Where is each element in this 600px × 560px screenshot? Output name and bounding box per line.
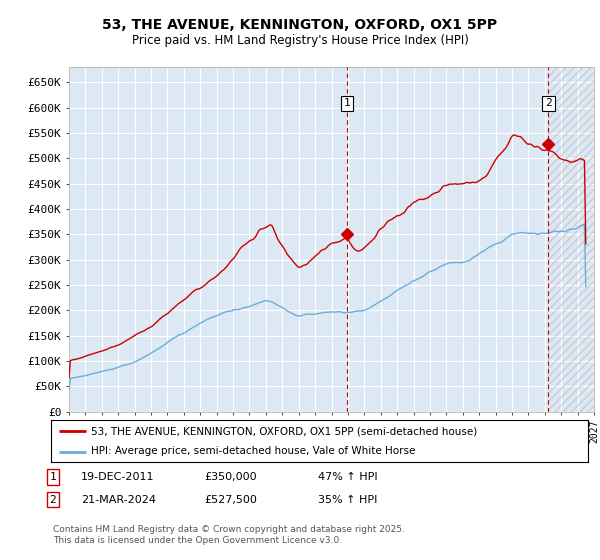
Text: 47% ↑ HPI: 47% ↑ HPI xyxy=(318,472,377,482)
Text: Contains HM Land Registry data © Crown copyright and database right 2025.
This d: Contains HM Land Registry data © Crown c… xyxy=(53,525,404,545)
Text: Price paid vs. HM Land Registry's House Price Index (HPI): Price paid vs. HM Land Registry's House … xyxy=(131,34,469,46)
Text: 35% ↑ HPI: 35% ↑ HPI xyxy=(318,494,377,505)
Text: 1: 1 xyxy=(49,472,56,482)
Text: 2: 2 xyxy=(545,99,552,109)
Text: 21-MAR-2024: 21-MAR-2024 xyxy=(81,494,156,505)
Text: £350,000: £350,000 xyxy=(204,472,257,482)
Text: 53, THE AVENUE, KENNINGTON, OXFORD, OX1 5PP (semi-detached house): 53, THE AVENUE, KENNINGTON, OXFORD, OX1 … xyxy=(91,426,478,436)
Text: 19-DEC-2011: 19-DEC-2011 xyxy=(81,472,155,482)
Text: £527,500: £527,500 xyxy=(204,494,257,505)
Text: HPI: Average price, semi-detached house, Vale of White Horse: HPI: Average price, semi-detached house,… xyxy=(91,446,416,456)
Bar xyxy=(548,67,594,412)
Text: 2: 2 xyxy=(49,494,56,505)
Text: 53, THE AVENUE, KENNINGTON, OXFORD, OX1 5PP: 53, THE AVENUE, KENNINGTON, OXFORD, OX1 … xyxy=(103,18,497,32)
Text: 1: 1 xyxy=(344,99,350,109)
